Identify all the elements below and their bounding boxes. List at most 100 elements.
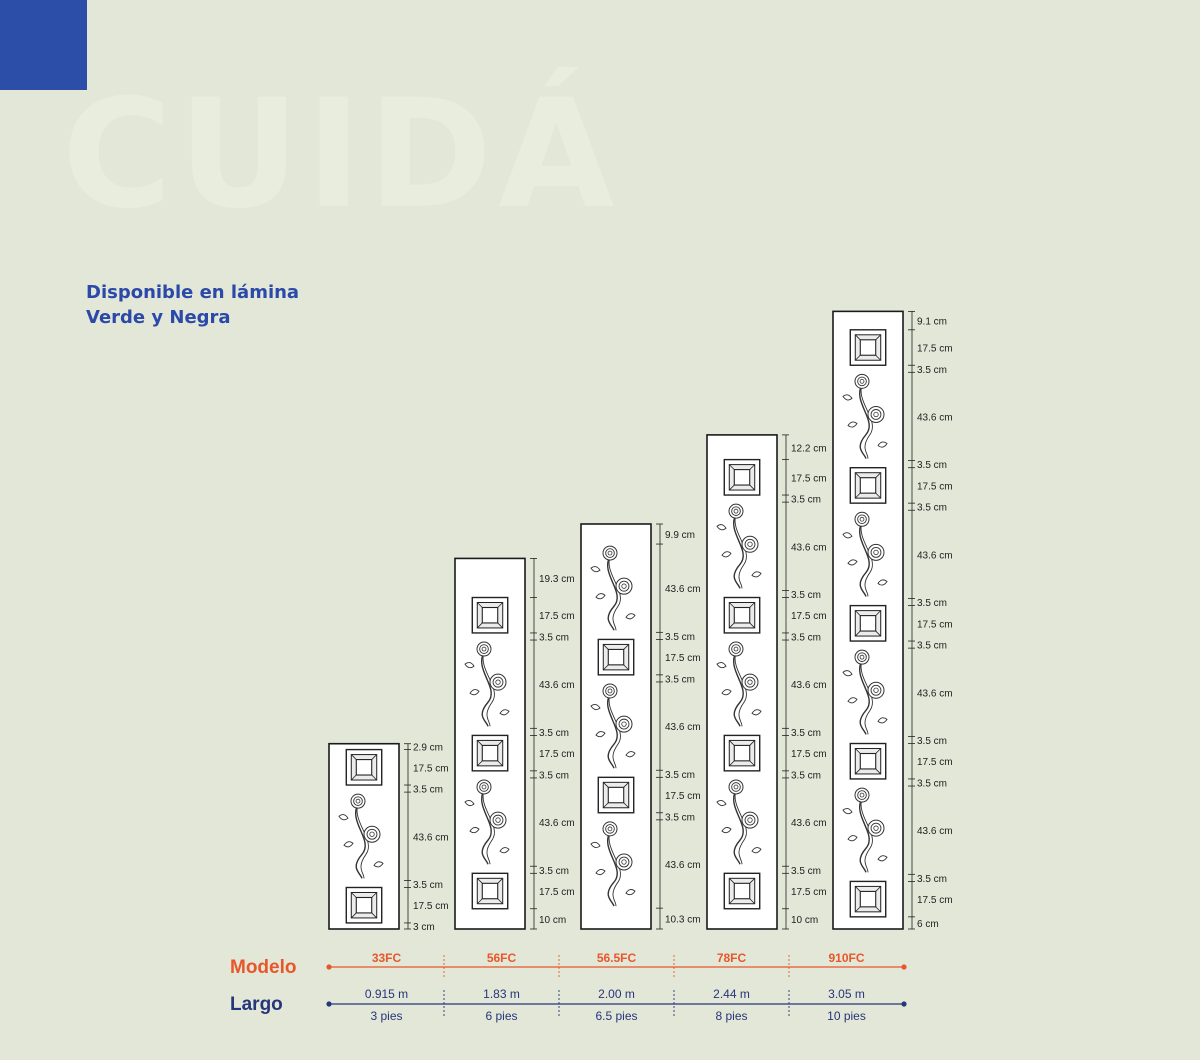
dimension-label: 43.6 cm: [413, 832, 449, 843]
square-corner-line: [875, 354, 882, 361]
rose-center: [859, 654, 865, 660]
square-corner-line: [854, 610, 861, 616]
square-corner-line: [854, 768, 861, 775]
square-corner-line: [854, 492, 861, 499]
stem-outline: [482, 789, 495, 865]
leaf: [625, 889, 636, 896]
rose-center: [747, 679, 753, 685]
background-watermark: CUIDÁ: [62, 68, 621, 242]
square-corner-line: [602, 782, 609, 788]
stem-outline: [860, 797, 873, 873]
dimension-label: 43.6 cm: [917, 826, 953, 837]
dimension-label: 3.5 cm: [539, 728, 569, 739]
rose-center: [873, 825, 879, 831]
square-corner-line: [875, 492, 882, 499]
rose-center: [873, 549, 879, 556]
square-corner-line: [350, 774, 357, 781]
square-corner-line: [875, 748, 882, 754]
length-meters: 0.915 m: [365, 987, 408, 1001]
square-corner-line: [854, 748, 861, 754]
stem-outline: [734, 651, 747, 727]
square-corner-line: [875, 906, 882, 913]
dimension-label: 3.5 cm: [917, 503, 947, 514]
largo-axis-end: [326, 1001, 332, 1007]
dimension-label: 17.5 cm: [791, 473, 827, 484]
square-corner-line: [371, 912, 378, 919]
leaf: [625, 613, 636, 620]
dimension-label: 3.5 cm: [539, 632, 569, 643]
dimension-label: 17.5 cm: [539, 749, 575, 760]
leaf: [373, 861, 384, 868]
rose-center: [495, 679, 501, 685]
stem-outline: [860, 384, 873, 459]
modelo-label: Modelo: [230, 957, 297, 978]
dimension-label: 10.3 cm: [665, 915, 701, 926]
square-corner-line: [497, 898, 504, 905]
dimension-label: 17.5 cm: [791, 749, 827, 760]
stem-outline: [860, 660, 873, 735]
square-corner-line: [749, 740, 756, 746]
square-corner-line: [854, 334, 861, 341]
dimension-label: 43.6 cm: [665, 584, 701, 595]
rose-center: [621, 583, 627, 589]
square-corner-line: [497, 878, 504, 884]
dimension-label: 3.5 cm: [917, 778, 947, 789]
square-corner-line: [476, 760, 483, 767]
dimension-label: 3.5 cm: [413, 785, 443, 796]
square-corner-line: [371, 892, 378, 898]
dimension-label: 17.5 cm: [665, 653, 701, 664]
dimension-label: 3 cm: [413, 922, 435, 933]
leaf: [343, 841, 354, 848]
dimension-label: 3.5 cm: [791, 728, 821, 739]
square-corner-line: [728, 464, 735, 470]
square-corner-line: [497, 602, 504, 608]
stem-outline: [608, 831, 621, 907]
square-corner-line: [854, 472, 861, 478]
square-corner-line: [476, 878, 483, 884]
leaf: [625, 751, 636, 758]
leaf: [499, 847, 510, 854]
leaf: [877, 441, 888, 448]
leaf: [716, 799, 727, 807]
length-feet: 6 pies: [485, 1009, 517, 1023]
dimension-label: 3.5 cm: [665, 770, 695, 781]
dimension-label: 3.5 cm: [665, 812, 695, 823]
square-inner: [355, 896, 373, 914]
square-corner-line: [854, 630, 861, 637]
leaf: [721, 689, 732, 696]
dimension-label: 19.3 cm: [539, 574, 575, 585]
square-corner-line: [371, 754, 378, 760]
square-corner-line: [728, 602, 735, 608]
stem-outline: [734, 514, 747, 589]
square-inner: [607, 648, 625, 666]
rose-center: [481, 646, 487, 652]
dimension-label: 43.6 cm: [791, 818, 827, 829]
stem: [607, 555, 618, 631]
leaf: [721, 551, 732, 558]
rose-center: [355, 798, 361, 804]
dimension-label: 43.6 cm: [665, 860, 701, 871]
stem-outline: [734, 789, 747, 865]
leaf: [499, 709, 510, 716]
leaf: [716, 662, 727, 669]
rose-center: [733, 646, 739, 652]
stem-outline: [482, 651, 495, 727]
length-feet: 8 pies: [715, 1009, 747, 1023]
rose-center: [859, 516, 865, 522]
square-inner: [859, 752, 877, 770]
length-feet: 10 pies: [827, 1009, 866, 1023]
leaf: [464, 662, 475, 669]
square-corner-line: [602, 664, 609, 671]
model-code: 56FC: [487, 951, 517, 965]
dimension-label: 3.5 cm: [917, 460, 947, 471]
square-inner: [859, 615, 877, 632]
square-corner-line: [875, 768, 882, 775]
stem: [859, 659, 870, 735]
corner-block: [0, 0, 87, 90]
dimension-label: 17.5 cm: [791, 887, 827, 898]
largo-label: Largo: [230, 994, 283, 1015]
modelo-axis-end: [326, 964, 332, 970]
dimension-label: 43.6 cm: [917, 412, 953, 423]
square-corner-line: [854, 906, 861, 913]
